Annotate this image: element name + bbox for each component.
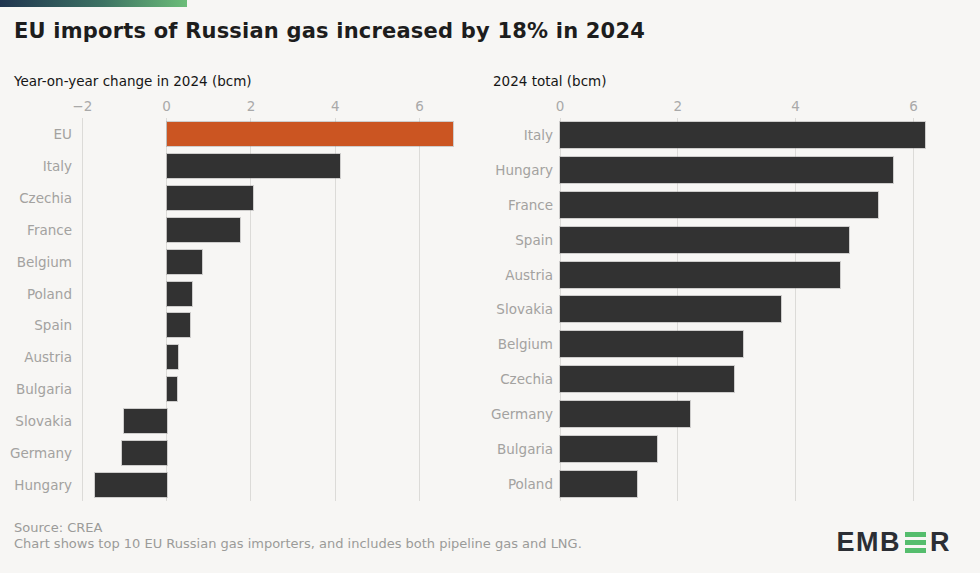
bar-row: France [560,188,940,223]
bar [560,471,637,497]
category-label: Poland [27,286,76,302]
chart-figure: EU imports of Russian gas increased by 1… [0,0,980,573]
bar [560,262,840,288]
axis-tick-label: −2 [72,98,92,114]
footer: Source: CREA Chart shows top 10 EU Russi… [14,520,582,551]
category-label: Austria [24,349,76,365]
bar-row: Spain [560,222,940,257]
category-label: Slovakia [496,301,560,317]
bar [167,154,340,178]
bar [560,122,925,148]
left-plot-area: EUItalyCzechiaFranceBelgiumPolandSpainAu… [76,118,466,501]
bar-row: Hungary [76,469,466,501]
bar [167,377,177,401]
bar-row: Bulgaria [560,431,940,466]
bar-row: Germany [76,437,466,469]
category-label: Germany [10,445,76,461]
bar-row: Czechia [76,182,466,214]
bar-row: Spain [76,310,466,342]
yoy-change-chart: Year-on-year change in 2024 (bcm) −2 0 2 4 6… [14,73,466,501]
bar [95,473,167,497]
bar [167,218,241,242]
axis-tick-label: 6 [415,98,424,114]
ember-logo: EMB R [837,529,952,556]
right-bar-rows: ItalyHungaryFranceSpainAustriaSlovakiaBe… [560,118,940,501]
category-label: Spain [34,317,76,333]
category-label: Austria [505,267,560,283]
axis-tick-label: 2 [247,98,256,114]
category-label: EU [54,126,76,142]
category-label: Hungary [14,477,76,493]
bar [122,441,166,465]
bar [167,186,253,210]
chart-title: EU imports of Russian gas increased by 1… [14,19,645,43]
category-label: France [508,197,560,213]
category-label: Slovakia [15,413,76,429]
bar [560,331,743,357]
footnote: Chart shows top 10 EU Russian gas import… [14,536,582,552]
bar [167,313,190,337]
category-label: Hungary [495,162,560,178]
category-label: Poland [508,476,560,492]
bar-row: Bulgaria [76,373,466,405]
bar-row: Belgium [560,327,940,362]
bar-row: Hungary [560,153,940,188]
right-chart-subtitle: 2024 total (bcm) [480,73,940,92]
category-label: France [27,222,76,238]
bar [124,409,166,433]
bar-row: Italy [76,150,466,182]
bar [560,296,781,322]
logo-text-emb: EMB [837,527,902,558]
bar [167,122,454,146]
left-chart-subtitle: Year-on-year change in 2024 (bcm) [14,73,466,92]
bar [560,192,878,218]
bar-row: Austria [560,257,940,292]
category-label: Belgium [17,254,76,270]
logo-text-r: R [930,527,951,558]
brand-gradient-bar [0,0,187,7]
axis-tick-label: 4 [791,98,800,114]
right-plot-area: ItalyHungaryFranceSpainAustriaSlovakiaBe… [560,118,940,501]
bar-row: Poland [76,278,466,310]
bar [167,345,178,369]
bar [560,436,657,462]
bar-row: Austria [76,341,466,373]
bar [560,366,734,392]
category-label: Bulgaria [16,381,76,397]
category-label: Italy [43,158,76,174]
category-label: Spain [515,232,560,248]
category-label: Italy [524,127,560,143]
bar-row: Slovakia [560,292,940,327]
bar-row: Germany [560,397,940,432]
bar [560,157,893,183]
bar [167,282,192,306]
category-label: Czechia [500,371,560,387]
axis-tick-label: 6 [909,98,918,114]
bar-row: Italy [560,118,940,153]
bar-row: Poland [560,466,940,501]
bar [560,227,849,253]
bar-row: France [76,214,466,246]
axis-tick-label: 0 [556,98,565,114]
logo-striped-e-icon [905,532,926,553]
category-label: Czechia [19,190,76,206]
bar [167,250,203,274]
bar-row: Slovakia [76,405,466,437]
left-axis-ticks: −20246 [76,92,466,118]
axis-tick-label: 4 [331,98,340,114]
category-label: Germany [491,406,560,422]
axis-tick-label: 2 [674,98,683,114]
axis-tick-label: 0 [162,98,171,114]
left-bar-rows: EUItalyCzechiaFranceBelgiumPolandSpainAu… [76,118,466,501]
bar-row: EU [76,118,466,150]
right-axis-ticks: 0246 [560,92,940,118]
category-label: Bulgaria [497,441,560,457]
total-2024-chart: 2024 total (bcm) 0246 ItalyHungaryFrance… [480,73,940,501]
bar-row: Belgium [76,246,466,278]
source-note: Source: CREA [14,520,582,536]
bar [560,401,690,427]
category-label: Belgium [498,336,560,352]
bar-row: Czechia [560,362,940,397]
